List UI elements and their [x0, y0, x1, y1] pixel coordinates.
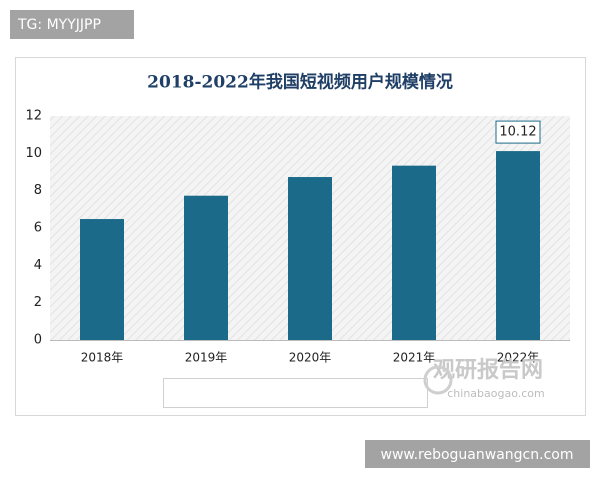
y-tick-label: 10	[25, 146, 42, 161]
tag: TG: MYYJJPP	[17, 17, 101, 33]
legend-box	[163, 378, 428, 408]
bar	[80, 219, 124, 340]
bar	[184, 195, 228, 340]
x-tick-label: 2022年	[497, 351, 540, 365]
y-tick-label: 12	[25, 109, 42, 124]
data-label-box	[495, 120, 541, 144]
chart-title: 2018-2022年我国短视频用户规模情况	[147, 72, 453, 93]
tag-box	[10, 10, 134, 39]
data-label: 10.12	[499, 125, 536, 140]
y-tick-label: 6	[34, 221, 42, 236]
y-tick-label: 2	[34, 295, 42, 310]
watermark-logo	[423, 365, 453, 395]
footer: www.reboguanwangcn.com	[381, 447, 574, 463]
y-tick-label: 4	[34, 258, 42, 273]
bar	[392, 165, 436, 340]
footer-box	[365, 440, 590, 468]
bar	[288, 177, 332, 340]
x-tick-label: 2020年	[289, 351, 332, 365]
y-tick-label: 8	[34, 183, 42, 198]
x-tick-label: 2021年	[393, 351, 436, 365]
bar	[496, 151, 540, 340]
x-tick-label: 2018年	[81, 351, 124, 365]
y-tick-label: 0	[34, 333, 42, 348]
x-tick-label: 2019年	[185, 351, 228, 365]
watermark-site: chinabaogao.com	[447, 387, 545, 400]
